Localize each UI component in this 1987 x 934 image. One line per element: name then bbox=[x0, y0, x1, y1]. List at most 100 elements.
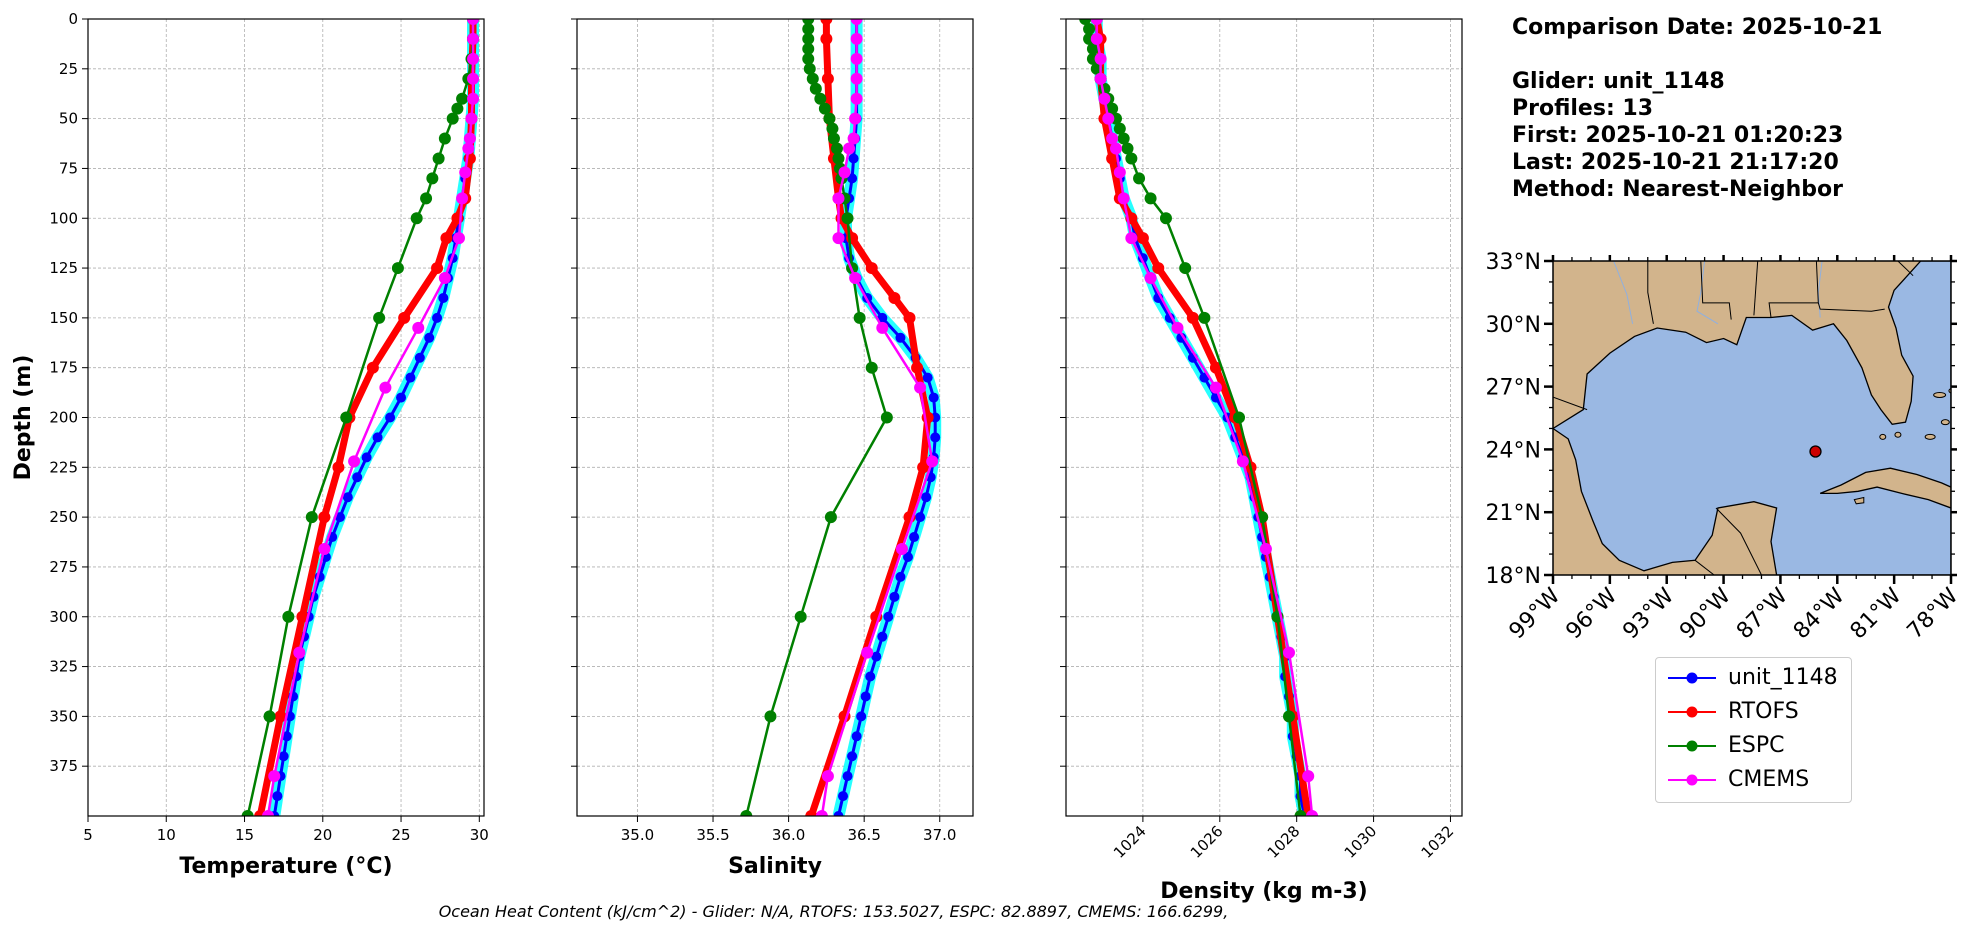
last-time: Last: 2025-10-21 21:17:20 bbox=[1512, 150, 1839, 175]
data-point bbox=[926, 455, 939, 468]
lat-tick-label: 30°N bbox=[1486, 313, 1541, 338]
profile-panel-1: 0 25 50 75 100 125 150 175 200 225 250 275 300 325 350… bbox=[11, 10, 489, 879]
data-point bbox=[293, 646, 306, 659]
data-point bbox=[1094, 72, 1107, 85]
data-point bbox=[414, 352, 425, 363]
data-point bbox=[1144, 272, 1157, 285]
data-point bbox=[1144, 192, 1157, 205]
data-point bbox=[432, 152, 445, 165]
data-point bbox=[833, 811, 844, 816]
x-ticks: 1024 1026 1028 1030 1032 bbox=[1110, 816, 1457, 862]
data-point bbox=[824, 511, 837, 524]
data-point bbox=[847, 132, 860, 145]
state-border bbox=[1694, 559, 1715, 575]
data-point bbox=[1109, 142, 1122, 155]
data-point bbox=[849, 272, 862, 285]
data-point bbox=[1106, 102, 1119, 115]
data-point bbox=[431, 262, 444, 275]
data-point bbox=[440, 232, 453, 245]
data-point bbox=[396, 392, 407, 403]
series-group bbox=[740, 19, 942, 816]
data-point bbox=[1186, 311, 1199, 324]
data-point bbox=[1302, 770, 1315, 783]
x-ticks: 5 10 15 20 25 30 bbox=[83, 816, 489, 844]
data-point bbox=[451, 102, 464, 115]
island bbox=[1948, 388, 1951, 394]
state-border bbox=[1553, 396, 1588, 411]
data-point bbox=[827, 132, 840, 145]
data-point bbox=[841, 212, 854, 225]
data-point bbox=[915, 512, 926, 523]
legend-label: ESPC bbox=[1728, 733, 1785, 758]
data-point bbox=[262, 810, 274, 816]
y-tick-label: 250 bbox=[49, 508, 78, 526]
comparison-date: Comparison Date: 2025-10-21 bbox=[1512, 15, 1883, 40]
data-point bbox=[465, 112, 478, 125]
data-point bbox=[1106, 152, 1119, 165]
data-point bbox=[282, 610, 295, 623]
x-tick-label: 37.0 bbox=[923, 826, 956, 844]
data-point bbox=[462, 142, 475, 155]
data-point bbox=[467, 72, 480, 85]
lon-tick-label: 81°W bbox=[1846, 583, 1907, 644]
data-point bbox=[1113, 166, 1126, 179]
x-tick-label: 36.0 bbox=[772, 826, 805, 844]
data-point bbox=[373, 311, 386, 324]
lat-tick-label: 33°N bbox=[1486, 250, 1541, 275]
data-point bbox=[865, 262, 878, 275]
series-cmems bbox=[1090, 19, 1319, 816]
y-tick-label: 125 bbox=[49, 259, 78, 277]
data-point bbox=[281, 731, 292, 742]
y-ticks: 0 25 50 75 100 125 150 175 200 225 250 275 300 325 350… bbox=[49, 10, 88, 775]
data-point bbox=[850, 72, 863, 85]
data-point bbox=[1159, 212, 1172, 225]
data-point bbox=[850, 52, 863, 65]
data-point bbox=[826, 122, 839, 135]
y-tick-label: 225 bbox=[49, 458, 78, 476]
data-point bbox=[272, 791, 283, 802]
lon-tick-label: 78°W bbox=[1903, 583, 1964, 644]
data-point bbox=[456, 92, 469, 105]
y-tick-label: 175 bbox=[49, 359, 78, 377]
data-point bbox=[432, 312, 443, 323]
y-tick-label: 25 bbox=[59, 60, 78, 78]
island bbox=[1894, 431, 1902, 438]
x-tick-label: 10 bbox=[157, 826, 176, 844]
data-point bbox=[1152, 262, 1165, 275]
data-point bbox=[1083, 22, 1096, 35]
data-point bbox=[1102, 112, 1115, 125]
data-point bbox=[802, 22, 815, 35]
y-tick-label: 50 bbox=[59, 110, 78, 128]
data-point bbox=[366, 361, 379, 374]
data-point bbox=[352, 472, 363, 483]
data-point bbox=[838, 166, 851, 179]
x-tick-label: 1032 bbox=[1418, 822, 1458, 862]
data-point bbox=[1198, 311, 1211, 324]
data-point bbox=[860, 691, 871, 702]
river bbox=[1696, 261, 1719, 325]
profile-panel-2: 35.0 35.5 36.0 36.5 37.0 Salinity bbox=[571, 18, 974, 879]
data-point bbox=[830, 142, 843, 155]
profile-panel-3: 1024 1026 1028 1030 1032 Density (kg m-3) bbox=[1060, 18, 1463, 904]
data-point bbox=[1236, 455, 1249, 468]
data-point bbox=[805, 810, 818, 816]
data-point bbox=[438, 292, 449, 303]
method: Method: Nearest-Neighbor bbox=[1512, 177, 1843, 202]
data-point bbox=[1086, 42, 1099, 55]
data-point bbox=[410, 212, 423, 225]
data-point bbox=[1133, 172, 1146, 185]
data-point bbox=[851, 731, 862, 742]
data-point bbox=[803, 62, 816, 75]
data-point bbox=[1090, 19, 1103, 25]
lon-tick-label: 90°W bbox=[1675, 583, 1736, 644]
y-tick-label: 275 bbox=[49, 558, 78, 576]
data-point bbox=[815, 810, 828, 816]
data-point bbox=[405, 372, 416, 383]
lon-tick-label: 99°W bbox=[1505, 583, 1566, 644]
glider-position-marker bbox=[1809, 445, 1822, 458]
data-point bbox=[379, 381, 392, 394]
data-point bbox=[764, 710, 777, 723]
x-ticks: 35.0 35.5 36.0 36.5 37.0 bbox=[621, 816, 956, 844]
data-point bbox=[398, 311, 411, 324]
series-group bbox=[1079, 19, 1319, 816]
